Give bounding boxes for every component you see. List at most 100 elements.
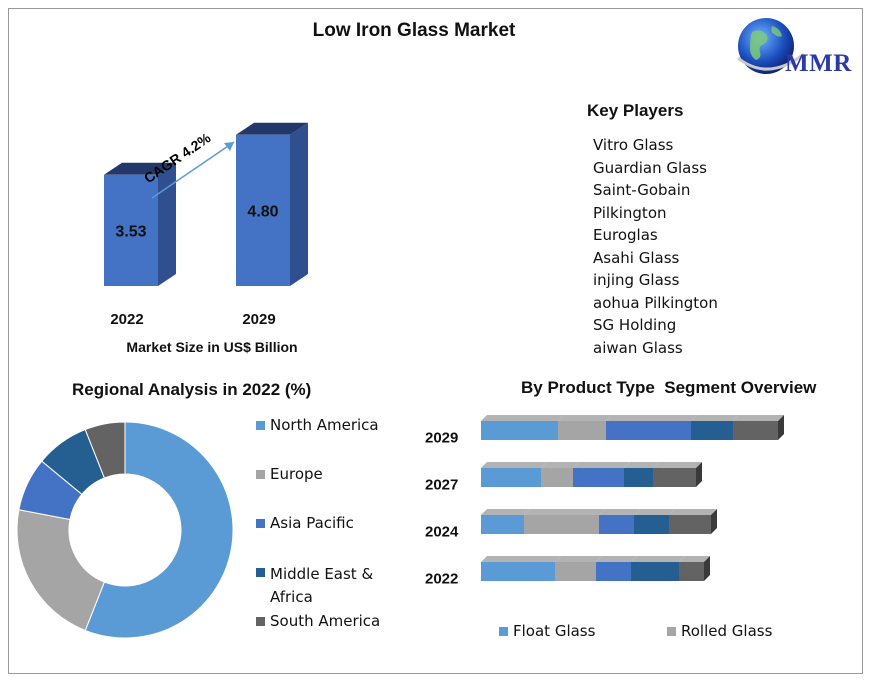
bar-top xyxy=(236,122,308,135)
segment-top xyxy=(573,462,630,468)
donut-slice-4 xyxy=(84,421,126,479)
bar-top xyxy=(104,162,176,175)
segment-top xyxy=(555,556,602,562)
segment-top xyxy=(599,509,640,515)
bar-category-label: 2029 xyxy=(242,311,275,328)
bar-category-label: 2024 xyxy=(425,524,459,541)
segment-top xyxy=(634,509,675,515)
segment-top xyxy=(481,415,564,421)
player-item: injing Glass xyxy=(593,271,680,289)
page-title: Low Iron Glass Market xyxy=(312,20,516,41)
segment-1 xyxy=(558,421,606,440)
segment-top xyxy=(596,556,637,562)
player-item: Guardian Glass xyxy=(593,158,707,177)
key-players-list: Vitro Glass Guardian Glass Saint-Gobain … xyxy=(593,134,718,359)
segment-top xyxy=(481,462,547,468)
segment-0 xyxy=(481,562,555,581)
cagr-arrow xyxy=(151,141,235,199)
axis-caption: Market Size in US$ Billion xyxy=(126,339,297,355)
bar-end xyxy=(704,556,710,581)
player-item: Vitro Glass xyxy=(593,136,674,154)
segment-2 xyxy=(606,421,691,440)
bar-category-label: 2022 xyxy=(425,571,458,588)
legend-swatch xyxy=(499,626,508,636)
legend-item-south-america: South America xyxy=(256,612,380,630)
segment-top xyxy=(606,415,697,421)
market-size-chart: 3.53 2022 4.80 2029 Market Size in US$ Billi… xyxy=(104,122,308,355)
segment-4 xyxy=(669,515,711,534)
bar-end xyxy=(696,462,702,487)
regional-donut-chart xyxy=(16,421,234,639)
segment-top xyxy=(691,415,739,421)
product-type-chart: 2029 2027 2024 2022 xyxy=(425,415,784,588)
player-item: aiwan Glass xyxy=(593,338,683,357)
player-item: Saint-Gobain xyxy=(593,181,691,199)
segment-3 xyxy=(624,468,653,487)
segment-top xyxy=(669,509,717,515)
segment-3 xyxy=(631,562,679,581)
segment-3 xyxy=(691,421,733,440)
segment-top xyxy=(679,556,710,562)
infographic-frame xyxy=(8,8,863,674)
bar-value-label: 3.53 xyxy=(115,223,146,240)
product-type-heading: By Product Type Segment Overview xyxy=(521,378,817,397)
segment-top xyxy=(653,462,702,468)
segment-0 xyxy=(481,468,541,487)
segment-top xyxy=(733,415,784,421)
player-item: Euroglas xyxy=(593,226,658,244)
legend-swatch xyxy=(667,626,676,636)
segment-0 xyxy=(481,421,558,440)
segment-legend-float: Float Glass xyxy=(499,622,595,640)
bar-side xyxy=(158,162,176,286)
segment-4 xyxy=(733,421,778,440)
segment-top xyxy=(481,509,530,515)
segment-4 xyxy=(653,468,696,487)
legend-label: Rolled Glass xyxy=(681,622,773,640)
bar-category-label: 2022 xyxy=(110,311,143,328)
legend-item-middle-east-africa: Middle East & Africa xyxy=(256,563,381,609)
segment-top xyxy=(541,462,579,468)
bar-category-label: 2027 xyxy=(425,477,458,494)
legend-label: Float Glass xyxy=(513,622,596,640)
donut-slice-0 xyxy=(84,421,234,639)
segment-legend-rolled: Rolled Glass xyxy=(667,622,772,640)
player-item: Pilkington xyxy=(593,203,667,222)
cagr-label: CAGR 4.2% xyxy=(141,129,214,186)
legend-item-asia-pacific: Asia Pacific xyxy=(256,514,354,532)
legend-label: North America xyxy=(270,416,379,434)
globe-icon xyxy=(737,18,805,74)
legend-swatch xyxy=(256,421,265,430)
segment-1 xyxy=(555,562,596,581)
player-item: SG Holding xyxy=(593,316,677,334)
segment-top xyxy=(524,509,605,515)
logo xyxy=(737,18,805,74)
segment-2 xyxy=(596,562,631,581)
key-players-heading: Key Players xyxy=(587,101,684,120)
segment-3 xyxy=(634,515,669,534)
arrow-head-icon xyxy=(224,142,234,151)
segment-2 xyxy=(599,515,634,534)
segment-2 xyxy=(573,468,624,487)
donut-slice-1 xyxy=(16,509,106,632)
player-item: aohua Pilkington xyxy=(593,293,718,312)
segment-0 xyxy=(481,515,524,534)
legend-swatch xyxy=(256,470,265,479)
segment-1 xyxy=(541,468,573,487)
bar-end xyxy=(711,509,717,534)
legend-swatch xyxy=(256,617,265,626)
legend-label: Middle East & Africa xyxy=(270,565,374,606)
segment-top xyxy=(558,415,612,421)
regional-heading: Regional Analysis in 2022 (%) xyxy=(72,380,312,399)
segment-1 xyxy=(524,515,599,534)
bar-side xyxy=(290,122,308,286)
bar-value-label: 4.80 xyxy=(247,203,278,220)
bar-end xyxy=(778,415,784,440)
segment-4 xyxy=(679,562,704,581)
bar-2022 xyxy=(104,174,158,286)
bar-2029 xyxy=(236,134,290,286)
legend-item-europe: Europe xyxy=(256,465,323,483)
legend-label: South America xyxy=(270,612,381,630)
legend-label: Europe xyxy=(270,465,323,483)
segment-top xyxy=(624,462,659,468)
legend-swatch xyxy=(256,519,265,528)
